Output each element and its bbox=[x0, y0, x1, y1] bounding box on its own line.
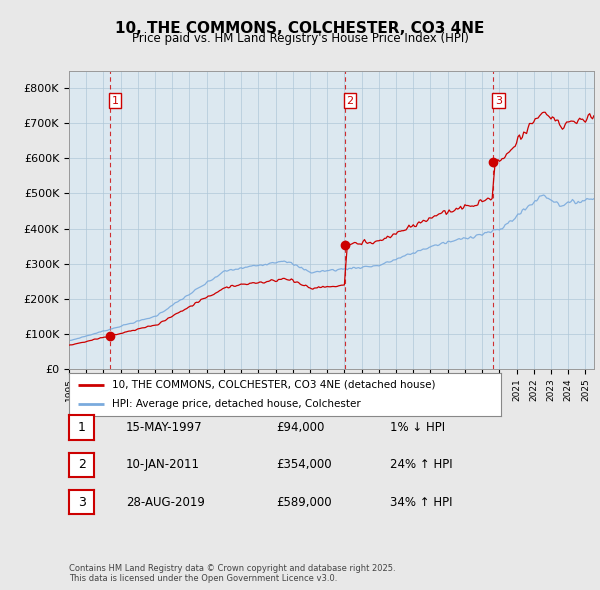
Text: Contains HM Land Registry data © Crown copyright and database right 2025.
This d: Contains HM Land Registry data © Crown c… bbox=[69, 563, 395, 583]
Text: 3: 3 bbox=[77, 496, 86, 509]
Text: 24% ↑ HPI: 24% ↑ HPI bbox=[390, 458, 452, 471]
Text: 2: 2 bbox=[77, 458, 86, 471]
Text: 10, THE COMMONS, COLCHESTER, CO3 4NE (detached house): 10, THE COMMONS, COLCHESTER, CO3 4NE (de… bbox=[112, 380, 436, 390]
Text: 1% ↓ HPI: 1% ↓ HPI bbox=[390, 421, 445, 434]
Text: 2: 2 bbox=[347, 96, 353, 106]
Text: 15-MAY-1997: 15-MAY-1997 bbox=[126, 421, 203, 434]
Text: £94,000: £94,000 bbox=[276, 421, 325, 434]
Text: 28-AUG-2019: 28-AUG-2019 bbox=[126, 496, 205, 509]
Text: 1: 1 bbox=[112, 96, 118, 106]
Text: £354,000: £354,000 bbox=[276, 458, 332, 471]
Text: 10-JAN-2011: 10-JAN-2011 bbox=[126, 458, 200, 471]
Text: 34% ↑ HPI: 34% ↑ HPI bbox=[390, 496, 452, 509]
Text: Price paid vs. HM Land Registry's House Price Index (HPI): Price paid vs. HM Land Registry's House … bbox=[131, 32, 469, 45]
Text: £589,000: £589,000 bbox=[276, 496, 332, 509]
Text: 10, THE COMMONS, COLCHESTER, CO3 4NE: 10, THE COMMONS, COLCHESTER, CO3 4NE bbox=[115, 21, 485, 35]
Text: HPI: Average price, detached house, Colchester: HPI: Average price, detached house, Colc… bbox=[112, 399, 361, 409]
Text: 3: 3 bbox=[495, 96, 502, 106]
Text: 1: 1 bbox=[77, 421, 86, 434]
